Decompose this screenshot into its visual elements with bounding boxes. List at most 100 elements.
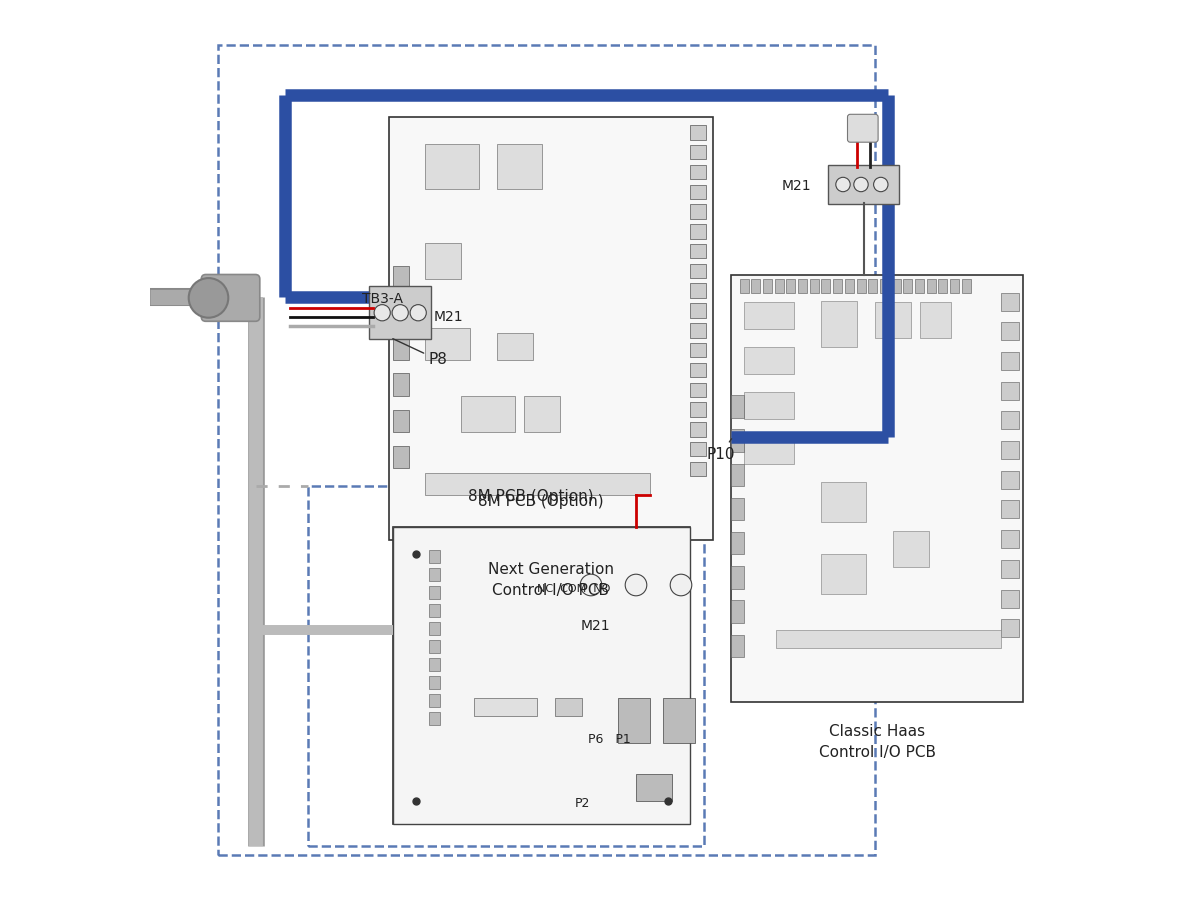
Bar bbox=[731, 429, 744, 452]
Bar bbox=[430, 604, 440, 617]
Circle shape bbox=[854, 177, 869, 192]
Bar bbox=[739, 279, 749, 292]
Bar bbox=[821, 482, 865, 522]
Bar bbox=[786, 279, 796, 292]
Bar bbox=[690, 442, 706, 456]
FancyBboxPatch shape bbox=[731, 274, 1022, 702]
Circle shape bbox=[671, 574, 692, 596]
Circle shape bbox=[835, 177, 851, 192]
Bar bbox=[523, 396, 559, 432]
Bar bbox=[751, 279, 761, 292]
Bar bbox=[690, 303, 706, 318]
Text: M21: M21 bbox=[782, 179, 811, 194]
Circle shape bbox=[392, 304, 408, 321]
Bar bbox=[430, 568, 440, 580]
Bar bbox=[744, 346, 793, 374]
Bar bbox=[394, 374, 409, 396]
Bar bbox=[690, 165, 706, 179]
Bar bbox=[690, 204, 706, 219]
Text: P8: P8 bbox=[392, 338, 448, 367]
Bar bbox=[430, 676, 440, 688]
Bar bbox=[307, 486, 703, 846]
Bar bbox=[926, 279, 936, 292]
Bar bbox=[821, 554, 865, 594]
Bar bbox=[425, 144, 479, 189]
Bar bbox=[690, 244, 706, 258]
Bar bbox=[1001, 382, 1019, 400]
FancyBboxPatch shape bbox=[847, 114, 878, 142]
Circle shape bbox=[874, 177, 888, 192]
Text: NC  COM  NO: NC COM NO bbox=[538, 583, 611, 594]
Text: 8M PCB (Option): 8M PCB (Option) bbox=[479, 494, 604, 509]
Bar bbox=[430, 640, 440, 652]
Bar bbox=[962, 279, 971, 292]
Bar bbox=[893, 531, 929, 567]
Bar bbox=[497, 333, 533, 360]
Bar bbox=[690, 382, 706, 397]
Bar bbox=[394, 446, 409, 468]
Bar bbox=[636, 774, 672, 801]
Bar bbox=[744, 436, 793, 464]
Circle shape bbox=[625, 574, 647, 596]
Bar bbox=[938, 279, 948, 292]
Bar bbox=[1001, 411, 1019, 429]
Text: Next Generation
Control I/O PCB: Next Generation Control I/O PCB bbox=[487, 562, 613, 598]
Bar bbox=[430, 586, 440, 598]
Bar bbox=[731, 498, 744, 520]
Bar bbox=[731, 566, 744, 589]
Text: P2: P2 bbox=[575, 797, 589, 810]
Bar bbox=[690, 462, 706, 476]
FancyBboxPatch shape bbox=[394, 526, 690, 824]
Bar bbox=[690, 125, 706, 140]
Bar bbox=[690, 343, 706, 357]
FancyBboxPatch shape bbox=[202, 274, 260, 321]
Bar bbox=[1001, 590, 1019, 608]
Bar bbox=[1001, 441, 1019, 459]
Circle shape bbox=[410, 304, 426, 321]
Bar bbox=[810, 279, 818, 292]
Bar bbox=[690, 145, 706, 159]
Bar bbox=[497, 144, 541, 189]
Bar bbox=[690, 224, 706, 238]
Bar bbox=[775, 630, 1001, 648]
FancyBboxPatch shape bbox=[389, 117, 713, 540]
Bar bbox=[394, 266, 409, 288]
Bar bbox=[916, 279, 924, 292]
Text: Classic Haas
Control I/O PCB: Classic Haas Control I/O PCB bbox=[818, 724, 936, 760]
Bar bbox=[690, 422, 706, 436]
Bar bbox=[845, 279, 854, 292]
Circle shape bbox=[374, 304, 390, 321]
Bar bbox=[394, 338, 409, 360]
Bar bbox=[731, 600, 744, 623]
FancyBboxPatch shape bbox=[394, 526, 690, 824]
Bar bbox=[880, 279, 889, 292]
Bar bbox=[731, 395, 744, 418]
Bar bbox=[950, 279, 959, 292]
Bar bbox=[461, 396, 515, 432]
Bar bbox=[425, 328, 469, 360]
Bar bbox=[744, 302, 793, 328]
Bar bbox=[690, 402, 706, 417]
Bar bbox=[731, 634, 744, 657]
Bar bbox=[690, 264, 706, 278]
Bar bbox=[425, 243, 461, 279]
Circle shape bbox=[188, 278, 228, 318]
Bar bbox=[430, 694, 440, 706]
Bar bbox=[892, 279, 900, 292]
Bar bbox=[425, 472, 649, 495]
Bar bbox=[690, 363, 706, 377]
Bar bbox=[690, 284, 706, 298]
Bar bbox=[474, 698, 538, 716]
Text: P10: P10 bbox=[706, 439, 734, 462]
Bar bbox=[1001, 560, 1019, 578]
Bar bbox=[798, 279, 808, 292]
Bar bbox=[690, 184, 706, 199]
Bar bbox=[430, 550, 440, 562]
Bar bbox=[919, 302, 952, 338]
Bar bbox=[744, 392, 793, 418]
Bar bbox=[394, 302, 409, 324]
Bar bbox=[430, 658, 440, 670]
Bar bbox=[763, 279, 772, 292]
Bar bbox=[857, 279, 865, 292]
Bar bbox=[1001, 500, 1019, 518]
